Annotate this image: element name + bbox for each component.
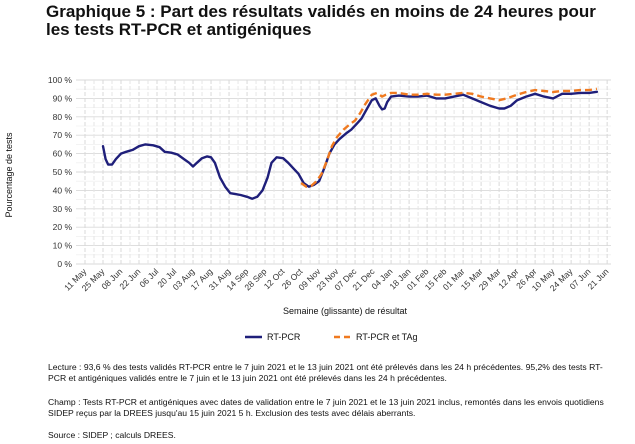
y-tick-label: 70 % [53,130,73,140]
legend: RT-PCR RT-PCR et TAg [245,332,418,342]
x-axis-title: Semaine (glissante) de résultat [283,306,408,316]
x-tick-label: 06 Jul [137,266,160,289]
grid-lines [76,79,611,265]
y-tick-label: 90 % [53,93,73,103]
y-tick-label: 30 % [53,204,73,214]
y-tick-label: 100 % [48,75,73,85]
legend-label-rtpcr: RT-PCR [267,332,301,342]
note-source: Source : SIDEP ; calculs DREES. [48,430,176,440]
y-tick-label: 10 % [53,241,73,251]
x-tick-label: 22 Jun [117,266,142,291]
note-champ: Champ : Tests RT-PCR et antigéniques ave… [48,397,604,418]
y-axis-title: Pourcentage de tests [4,132,14,218]
legend-label-rtpcr-tag: RT-PCR et TAg [356,332,418,342]
series-layer [101,87,599,200]
y-tick-label: 40 % [53,185,73,195]
series-line-rtpcr-tag [300,87,598,188]
y-axis: 0 % 10 % 20 % 30 % 40 % 50 % 60 % 70 % 80 % 90 % 1… [48,75,73,269]
chart-title: Graphique 5 : Part des résultats validés… [46,2,596,39]
y-tick-label: 0 % [57,259,72,269]
line-chart: 0 % 10 % 20 % 30 % 40 % 50 % 60 % 70 % 80 % 90 % 1… [4,75,611,342]
y-tick-label: 20 % [53,222,73,232]
y-tick-label: 50 % [53,167,73,177]
y-tick-label: 80 % [53,112,73,122]
y-tick-label: 60 % [53,149,73,159]
x-tick-label: 21 Jun [585,266,610,291]
note-lecture: Lecture : 93,6 % des tests validés RT-PC… [48,362,603,383]
